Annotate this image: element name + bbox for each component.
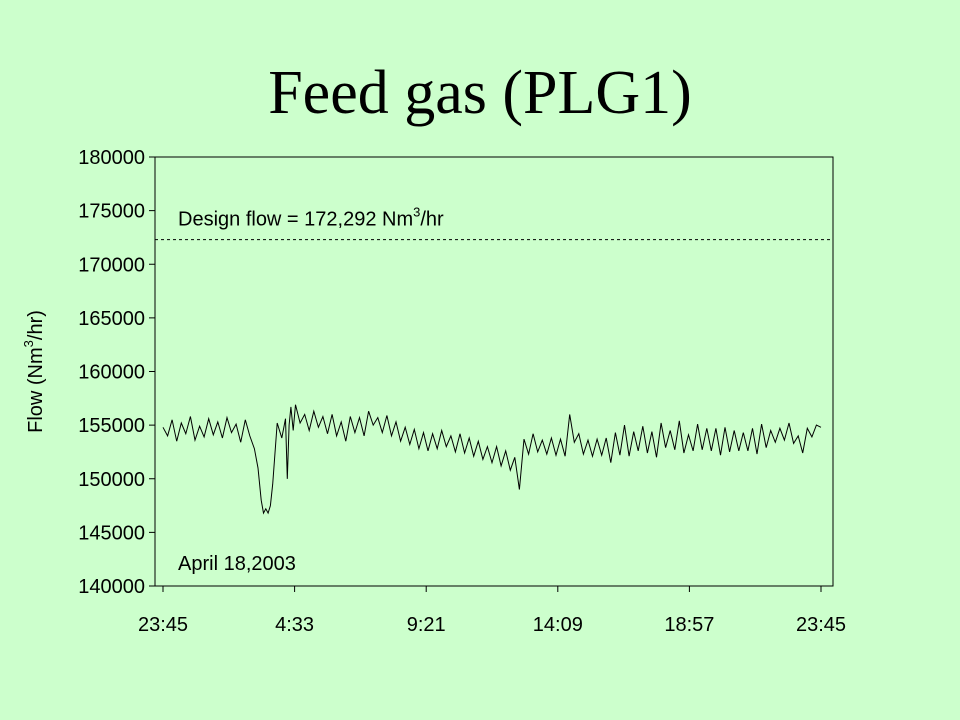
x-tick-label: 14:09 bbox=[533, 614, 583, 636]
design-flow-label-text: Design flow = 172,292 Nm bbox=[178, 209, 413, 231]
y-axis-label-sup: 3 bbox=[21, 340, 36, 347]
y-axis-label-unit: /hr) bbox=[25, 310, 47, 340]
design-flow-label: Design flow = 172,292 Nm3/hr bbox=[178, 205, 444, 231]
y-axis-label: Flow (Nm3/hr) bbox=[21, 310, 47, 433]
x-tick-label: 23:45 bbox=[138, 614, 188, 636]
design-flow-label-unit: /hr bbox=[420, 209, 444, 231]
y-tick-label: 160000 bbox=[78, 362, 145, 384]
y-axis: 140000 145000 150000 155000 160000 165000 1700… bbox=[78, 147, 155, 598]
x-tick-label: 18:57 bbox=[664, 614, 714, 636]
x-tick-label: 23:45 bbox=[796, 614, 846, 636]
series-line-flow bbox=[162, 404, 822, 515]
x-tick-label: 9:21 bbox=[407, 614, 446, 636]
y-axis-label-text: Flow (Nm bbox=[25, 347, 47, 433]
slide-title: Feed gas (PLG1) bbox=[268, 59, 692, 127]
y-tick-label: 175000 bbox=[78, 201, 145, 223]
y-tick-label: 155000 bbox=[78, 415, 145, 437]
y-tick-label: 140000 bbox=[78, 576, 145, 598]
x-axis: 23:45 4:33 9:21 14:09 18:57 23:45 bbox=[138, 586, 846, 636]
date-annotation: April 18,2003 bbox=[178, 553, 296, 575]
y-tick-label: 165000 bbox=[78, 308, 145, 330]
design-flow-label-sup: 3 bbox=[413, 205, 420, 220]
y-tick-label: 150000 bbox=[78, 469, 145, 491]
y-tick-label: 145000 bbox=[78, 522, 145, 544]
y-tick-label: 180000 bbox=[78, 147, 145, 169]
x-tick-label: 4:33 bbox=[275, 614, 314, 636]
y-tick-label: 170000 bbox=[78, 254, 145, 276]
